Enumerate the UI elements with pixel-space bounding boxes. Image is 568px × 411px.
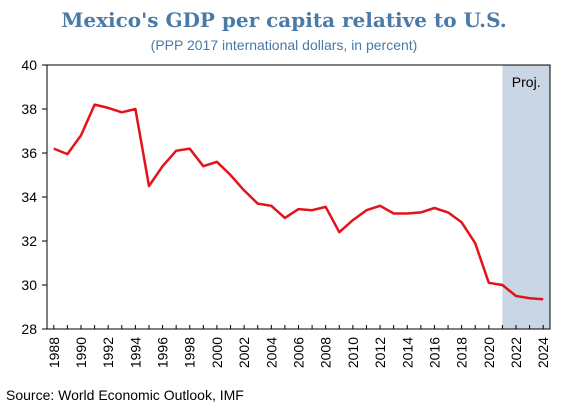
- y-tick-label: 28: [21, 321, 37, 337]
- chart-title: Mexico's GDP per capita relative to U.S.: [61, 8, 507, 32]
- x-tick-label: 2020: [481, 337, 497, 368]
- y-axis: 28 30 32 34 36 38 40: [21, 57, 47, 337]
- x-tick-label: 2024: [535, 337, 551, 368]
- x-tick-label: 2016: [426, 337, 442, 368]
- y-tick-label: 36: [21, 145, 37, 161]
- x-tick-label: 2018: [454, 337, 470, 368]
- x-tick-label: 1998: [182, 337, 198, 368]
- x-tick-label: 1992: [100, 337, 116, 368]
- projection-band: [502, 65, 550, 329]
- source-note: Source: World Economic Outlook, IMF: [6, 387, 244, 403]
- x-tick-label: 2022: [508, 337, 524, 368]
- y-tick-label: 38: [21, 101, 37, 117]
- y-tick-label: 30: [21, 277, 37, 293]
- x-tick-label: 1988: [46, 337, 62, 368]
- x-tick-label: 1996: [155, 337, 171, 368]
- plot-area: [46, 64, 551, 330]
- data-points: [53, 104, 544, 300]
- x-tick-label: 2004: [263, 337, 279, 368]
- x-axis: 1988 1990 1992 1994 1996 1998 2000 2002 2004 2006…: [46, 325, 551, 368]
- gdp-ratio-line: [53, 103, 544, 301]
- x-tick-label: 2012: [372, 337, 388, 368]
- y-tick-label: 32: [21, 233, 37, 249]
- projection-label: Proj.: [512, 74, 541, 90]
- chart-subtitle: (PPP 2017 international dollars, in perc…: [150, 37, 418, 53]
- x-tick-label: 2006: [291, 337, 307, 368]
- x-tick-label: 2002: [236, 337, 252, 368]
- y-tick-label: 34: [21, 189, 37, 205]
- x-tick-label: 2014: [399, 337, 415, 368]
- x-tick-label: 1990: [73, 337, 89, 368]
- y-tick-label: 40: [21, 57, 37, 73]
- x-tick-label: 1994: [127, 337, 143, 368]
- x-tick-label: 2000: [209, 337, 225, 368]
- x-tick-label: 2010: [345, 337, 361, 368]
- x-tick-label: 2008: [318, 337, 334, 368]
